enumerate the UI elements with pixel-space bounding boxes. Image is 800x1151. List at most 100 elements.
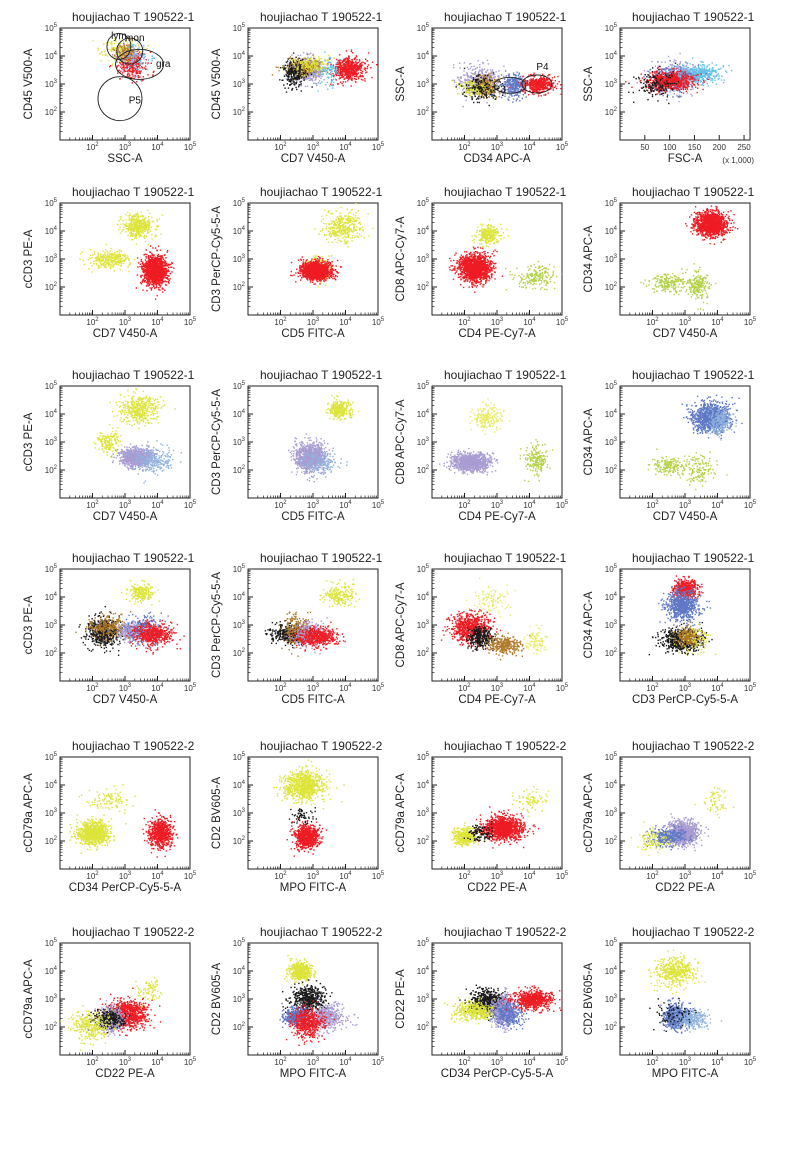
dots-layer [451, 59, 562, 108]
population-red [448, 246, 504, 293]
x-axis-label: CD7 V450-A [653, 328, 718, 340]
x-tick-label: 102 [86, 317, 99, 327]
x-tick-label: 102 [274, 683, 287, 693]
x-axis-label: MPO FITC-A [280, 882, 347, 894]
plot-frame [619, 202, 751, 316]
y-axis-label: cCD3 PE-A [23, 595, 35, 654]
plot-title: houjiachao T 190522-2 [260, 739, 383, 753]
x-tick-label: 102 [458, 871, 471, 881]
population-yellow [284, 954, 317, 986]
y-tick-label: 103 [45, 620, 58, 630]
gate-label-P3: P3 [493, 84, 506, 95]
plot-panel-5: houjiachao T 190522-1 102 103 104 105 102 103 1… [10, 181, 208, 355]
dots-layer [648, 949, 723, 1034]
plot-panel-1: houjiachao T 190522-1 102 103 104 105 102 103 1… [10, 6, 208, 180]
x-tick-label: 104 [711, 871, 724, 881]
x-tick-label: 103 [307, 1057, 320, 1067]
y-tick-label: 104 [417, 592, 430, 602]
x-tick-label: 103 [679, 1057, 692, 1067]
y-tick-label: 105 [605, 23, 618, 33]
y-axis-label: CD8 APC-Cy7-A [395, 216, 407, 301]
x-axis-label: CD7 V450-A [653, 511, 718, 523]
y-tick-label: 104 [605, 780, 618, 790]
plot-title: houjiachao T 190522-1 [260, 368, 383, 382]
x-tick-label: 103 [679, 683, 692, 693]
y-tick-label: 104 [233, 409, 246, 419]
y-axis-label: CD8 APC-Cy7-A [395, 582, 407, 667]
y-axis-label: CD22 PE-A [395, 969, 407, 1029]
population-yellow [314, 203, 374, 248]
y-tick-label: 104 [417, 780, 430, 790]
y-tick-label: 102 [605, 1022, 618, 1032]
scatter-plot-11: houjiachao T 190522-1 102 103 104 105 102 103 1… [395, 368, 569, 523]
population-yellow [79, 243, 136, 273]
dots-layer [648, 575, 717, 656]
population-red [142, 809, 179, 858]
x-tick-label: 102 [86, 500, 99, 510]
y-tick-label: 105 [233, 23, 246, 33]
y-tick-label: 105 [417, 938, 430, 948]
population-blue [489, 999, 530, 1031]
scatter-plot-1: houjiachao T 190522-1 102 103 104 105 102 103 1… [23, 10, 197, 165]
population-red [289, 621, 346, 652]
scatter-plot-19: houjiachao T 190522-2 102 103 104 105 102 103 1… [395, 739, 569, 894]
population-yellow [648, 949, 706, 995]
population-green [674, 451, 728, 498]
x-axis-scale-note: (x 1,000) [722, 156, 754, 165]
x-tick-label: 102 [274, 317, 287, 327]
y-tick-label: 102 [417, 282, 430, 292]
y-tick-label: 103 [605, 808, 618, 818]
population-red [471, 806, 540, 849]
x-tick-label: 105 [372, 317, 385, 327]
plot-panel-21: houjiachao T 190522-2 102 103 104 105 102 103 1… [10, 921, 208, 1095]
population-black [628, 62, 680, 105]
y-tick-label: 102 [233, 282, 246, 292]
x-tick-label: 103 [307, 142, 320, 152]
x-tick-label: 102 [86, 871, 99, 881]
dots-layer [625, 52, 733, 105]
y-tick-label: 103 [233, 808, 246, 818]
x-tick-label: 103 [679, 317, 692, 327]
plot-title: houjiachao T 190522-2 [444, 925, 567, 939]
population-yellow [319, 578, 361, 608]
y-tick-label: 104 [45, 226, 58, 236]
gate-mon [116, 37, 144, 65]
plot-panel-24: houjiachao T 190522-2 102 103 104 105 102 103 1… [570, 921, 768, 1095]
x-tick-label: 104 [523, 142, 536, 152]
y-tick-label: 104 [233, 226, 246, 236]
x-tick-label: 104 [523, 500, 536, 510]
x-tick-label: 105 [556, 317, 569, 327]
plot-panel-17: houjiachao T 190522-2 102 103 104 105 102 103 1… [10, 735, 208, 909]
population-lightyellow [465, 577, 516, 618]
x-tick-label: 102 [646, 683, 659, 693]
x-tick-label: 103 [491, 317, 504, 327]
y-tick-label: 104 [233, 51, 246, 61]
y-tick-label: 104 [233, 780, 246, 790]
population-brown [480, 632, 531, 661]
x-tick-label: 105 [556, 683, 569, 693]
population-lavender [439, 447, 499, 476]
plot-frame [619, 942, 751, 1056]
y-tick-label: 104 [605, 592, 618, 602]
dots-layer [264, 578, 361, 657]
y-tick-label: 102 [605, 282, 618, 292]
x-tick-label: 104 [151, 1057, 164, 1067]
x-tick-label: 105 [372, 871, 385, 881]
plot-title: houjiachao T 190522-2 [72, 739, 195, 753]
plot-title: houjiachao T 190522-1 [632, 10, 755, 24]
x-tick-label: 104 [523, 317, 536, 327]
x-tick-label: 105 [184, 317, 197, 327]
y-tick-label: 102 [605, 836, 618, 846]
plot-title: houjiachao T 190522-1 [260, 10, 383, 24]
population-red [501, 985, 562, 1014]
y-tick-label: 104 [45, 51, 58, 61]
y-tick-label: 105 [605, 381, 618, 391]
x-tick-label: 102 [86, 683, 99, 693]
y-tick-label: 104 [605, 409, 618, 419]
dots-layer [440, 577, 548, 661]
x-tick-label: 102 [274, 500, 287, 510]
x-axis-label: CD34 PerCP-Cy5-5-A [441, 1068, 554, 1080]
plot-frame [619, 756, 751, 870]
x-tick-label: 105 [556, 871, 569, 881]
y-axis-label: CD34 APC-A [583, 408, 595, 475]
